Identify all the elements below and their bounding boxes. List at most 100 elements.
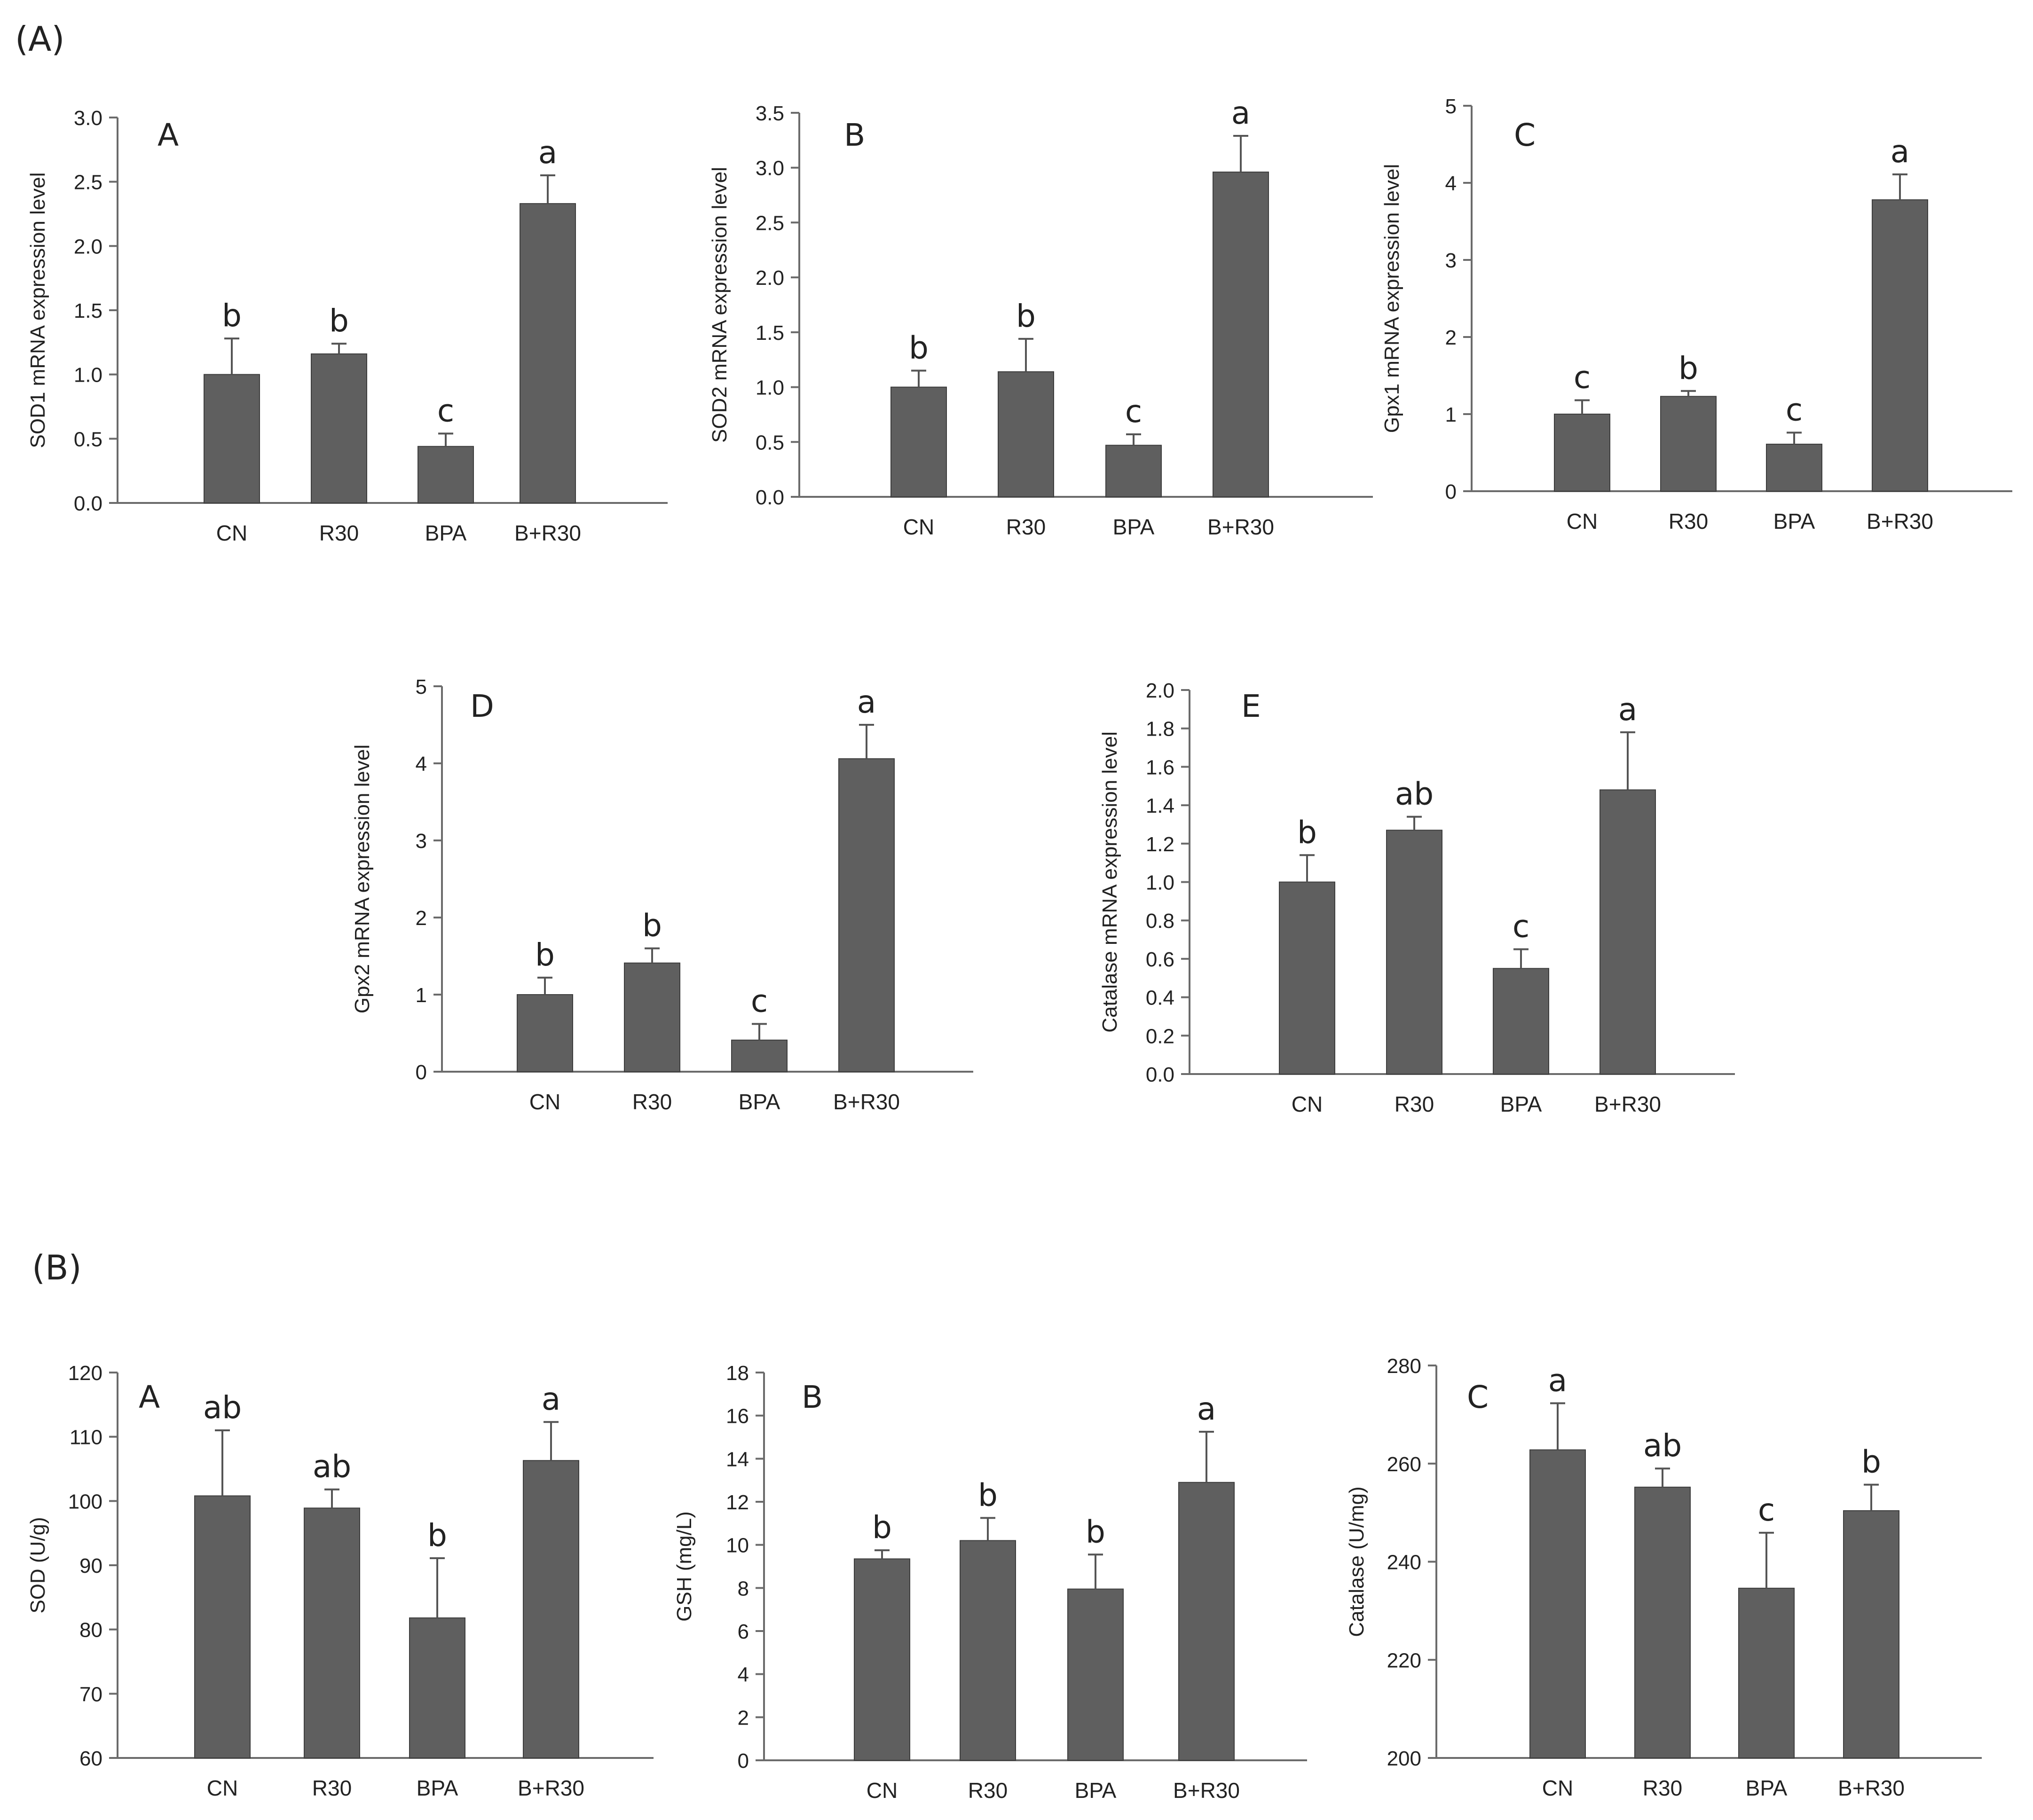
y-tick-label: 6 [738,1620,749,1643]
y-tick-label: 100 [68,1490,102,1513]
y-tick-label: 5 [1445,95,1457,118]
chart-panel: 60 70 80 90 100 110 120 SOD (U/g) A ab CN ab R30 b BPA… [26,1362,654,1800]
bar [1386,830,1442,1075]
y-tick-label: 80 [79,1619,102,1642]
y-tick-label: 2 [1445,326,1457,349]
bar [1766,443,1822,492]
significance-letter: a [538,134,557,171]
bar [1178,1482,1235,1761]
y-tick-label: 90 [79,1554,102,1577]
x-tick-label: BPA [425,521,467,545]
y-tick-label: 0.5 [74,428,102,451]
panel-letter: A [139,1379,160,1415]
significance-letter: ab [1643,1428,1682,1464]
chart-panel: 0.0 0.5 1.0 1.5 2.0 2.5 3.0 3.5 SOD2 mRNA expres… [708,95,1373,539]
y-tick-label: 1 [1445,403,1457,426]
y-tick-label: 60 [79,1747,102,1770]
x-tick-label: B+R30 [1594,1092,1661,1116]
bar [204,374,260,504]
x-tick-label: R30 [1395,1092,1434,1116]
y-tick-label: 1.8 [1146,718,1174,741]
y-tick-label: 1.0 [1146,871,1174,894]
y-tick-label: 0.4 [1146,987,1174,1010]
bar [624,962,680,1073]
bar [1600,789,1656,1075]
y-tick-label: 1.5 [74,299,102,322]
y-tick-label: 4 [1445,172,1457,195]
y-tick-label: 8 [738,1577,749,1600]
significance-letter: c [1758,1492,1775,1528]
y-tick-label: 3.0 [74,107,102,130]
bar [960,1540,1016,1761]
bar [517,994,573,1072]
bar [731,1039,788,1073]
y-tick-label: 2 [738,1706,749,1729]
panel-letter: C [1467,1379,1489,1415]
x-tick-label: BPA [1746,1776,1788,1800]
y-tick-label: 2.5 [756,212,784,235]
x-tick-label: CN [529,1090,560,1114]
significance-letter: b [427,1517,447,1553]
bar [1872,199,1928,492]
bar [1738,1587,1795,1759]
bar [1213,172,1269,497]
y-tick-label: 3.0 [756,157,784,180]
significance-letter: a [1891,133,1909,170]
x-tick-label: R30 [1669,509,1708,533]
x-tick-label: CN [903,515,934,539]
x-tick-label: CN [1567,509,1598,533]
y-axis-title: Catalase mRNA expression level [1098,731,1121,1033]
significance-letter: b [909,330,929,366]
bar [1493,968,1549,1075]
y-tick-label: 120 [68,1362,102,1385]
x-tick-label: CN [216,521,247,545]
bar [409,1617,465,1758]
y-tick-label: 4 [738,1663,749,1687]
y-tick-label: 200 [1387,1747,1421,1770]
y-axis-title: GSH (mg/L) [673,1511,696,1622]
chart-panel: 200 220 240 260 280 Catalase (U/mg) C a CN ab R30 c… [1345,1355,1982,1800]
x-tick-label: R30 [1006,515,1046,539]
bar [1660,396,1717,492]
panel-letter: A [158,117,179,153]
y-tick-label: 0.0 [1146,1063,1174,1086]
y-tick-label: 240 [1387,1551,1421,1574]
x-tick-label: B+R30 [518,1776,584,1800]
y-tick-label: 0.5 [756,431,784,454]
significance-letter: c [437,392,454,429]
chart-panels: 0.0 0.5 1.0 1.5 2.0 2.5 3.0 SOD1 mRNA expressio… [26,95,2012,1803]
y-tick-label: 1.5 [756,322,784,345]
y-tick-label: 0.2 [1146,1025,1174,1048]
significance-letter: a [1548,1362,1567,1398]
x-tick-label: B+R30 [514,521,581,545]
y-tick-label: 2 [416,907,427,930]
x-tick-label: B+R30 [1207,515,1274,539]
significance-letter: b [872,1509,892,1545]
y-tick-label: 5 [416,675,427,698]
bar [854,1558,910,1761]
significance-letter: ab [203,1389,242,1426]
bar [1554,414,1610,492]
bar [1067,1588,1124,1761]
bar [523,1460,579,1759]
y-tick-label: 0.0 [74,492,102,515]
x-tick-label: R30 [319,521,359,545]
x-tick-label: BPA [417,1776,458,1800]
y-tick-label: 1.0 [756,377,784,400]
bar [1634,1486,1691,1759]
x-tick-label: B+R30 [1867,509,1933,533]
significance-letter: b [222,298,242,334]
significance-letter: b [1861,1444,1881,1480]
y-tick-label: 16 [726,1405,749,1428]
y-axis-title: Gpx1 mRNA expression level [1380,164,1403,433]
y-tick-label: 0 [738,1749,749,1773]
panel-letter: B [802,1379,823,1415]
significance-letter: b [1086,1514,1105,1550]
significance-letter: a [1231,95,1250,131]
y-tick-label: 1.0 [74,364,102,387]
y-tick-label: 18 [726,1362,749,1385]
y-tick-label: 2.0 [756,267,784,290]
bar [194,1495,251,1758]
y-axis-title: SOD2 mRNA expression level [708,167,731,443]
x-tick-label: R30 [968,1778,1008,1803]
